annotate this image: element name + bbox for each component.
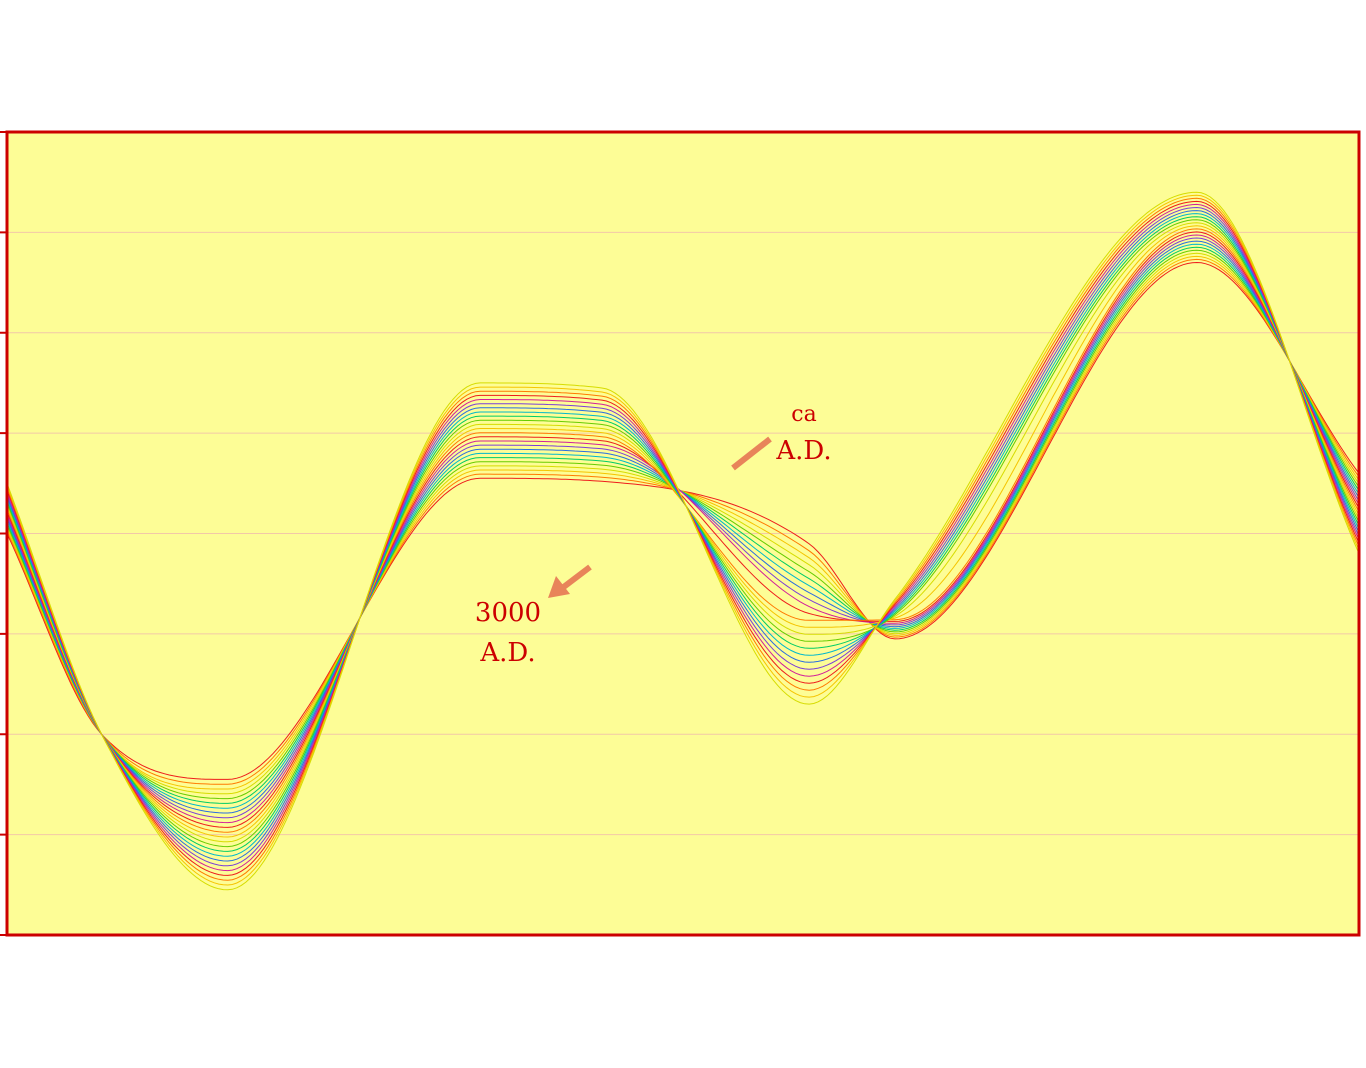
- series-lines: [6, 191, 1360, 891]
- annotation-3000-arrow: [559, 564, 592, 592]
- plot-frame: [5, 130, 1361, 937]
- annotation-ca-label: ca: [791, 402, 816, 427]
- annotation-3000-label: 3000: [475, 598, 541, 628]
- series-line-11: [6, 231, 1360, 828]
- annotation-3000-ad-label: A.D.: [479, 638, 535, 668]
- series-line-10: [6, 234, 1360, 824]
- annotation-ca-line: [731, 436, 772, 471]
- series-line-24: [6, 191, 1360, 891]
- annotation-ca-ad-label: A.D.: [775, 436, 831, 466]
- annotation-3000-ad: 3000 A.D.: [475, 564, 592, 668]
- annotation-ca-ad: ca A.D.: [731, 402, 832, 471]
- annotation-3000-arrowhead: [548, 576, 570, 598]
